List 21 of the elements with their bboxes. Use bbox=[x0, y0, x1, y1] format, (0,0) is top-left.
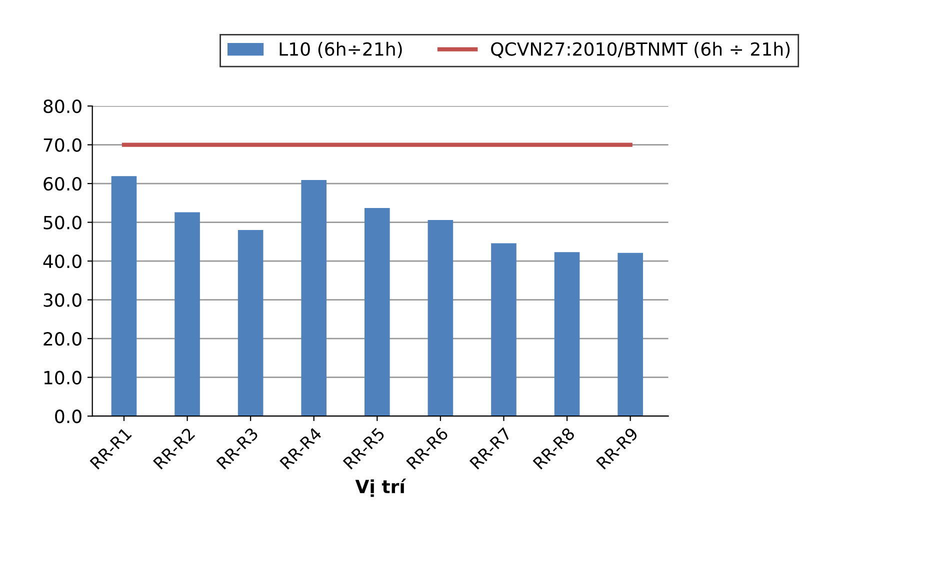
legend-label: QCVN27:2010/BTNMT (6h ÷ 21h) bbox=[491, 42, 790, 58]
bar bbox=[301, 180, 327, 416]
y-tick-label: 60.0 bbox=[44, 177, 82, 191]
bar bbox=[618, 252, 643, 416]
y-tick-label: 50.0 bbox=[44, 216, 82, 230]
y-tick-label: 0.0 bbox=[55, 410, 82, 424]
bar bbox=[428, 220, 454, 416]
bar bbox=[238, 230, 264, 416]
x-axis-title: Vị trí bbox=[355, 478, 406, 497]
y-tick-label: 20.0 bbox=[44, 332, 82, 346]
y-tick-label: 40.0 bbox=[43, 254, 82, 268]
bar bbox=[111, 176, 137, 416]
bar bbox=[364, 208, 390, 416]
bar bbox=[554, 252, 580, 416]
bar bbox=[491, 243, 516, 416]
y-tick-label: 10.0 bbox=[44, 370, 82, 384]
y-tick-label: 30.0 bbox=[44, 293, 82, 307]
legend-label: L10 (6h÷21h) bbox=[280, 42, 402, 58]
y-tick-label: 70.0 bbox=[44, 138, 82, 152]
bar bbox=[174, 212, 200, 416]
y-tick-label: 80.0 bbox=[44, 99, 82, 114]
